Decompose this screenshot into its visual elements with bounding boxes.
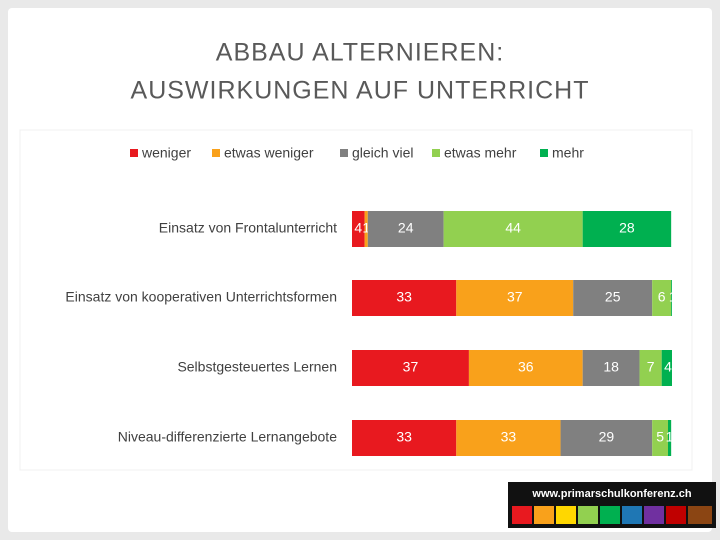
data-label: 25 — [605, 289, 621, 305]
legend-swatch — [432, 149, 440, 157]
data-label: 6 — [658, 289, 666, 305]
pencil — [644, 506, 664, 524]
category-label: Einsatz von kooperativen Unterrichtsform… — [65, 289, 337, 305]
data-label: 5 — [656, 429, 664, 445]
data-label: 18 — [603, 359, 619, 375]
data-label: 37 — [507, 289, 523, 305]
data-label: 28 — [619, 220, 635, 236]
pencil — [622, 506, 642, 524]
data-label: 1 — [362, 220, 370, 236]
title-line: AUSWIRKUNGEN AUF UNTERRICHT — [131, 77, 590, 105]
data-label: 4 — [664, 359, 672, 375]
bar-segment — [456, 420, 561, 456]
legend-label: etwas mehr — [444, 145, 517, 161]
data-label: 7 — [647, 359, 655, 375]
bar-segment — [668, 420, 672, 456]
plot: 41244428333725613736187433332951 — [352, 211, 677, 456]
bar-segment — [560, 420, 653, 456]
data-label: 29 — [599, 429, 615, 445]
bar-segment — [456, 280, 574, 316]
legend-label: weniger — [141, 145, 191, 161]
legend-label: etwas weniger — [224, 145, 314, 161]
logo-text: www.primarschulkonferenz.ch — [531, 488, 691, 500]
bar-segment — [639, 350, 662, 386]
bar-segment — [661, 350, 672, 386]
legend-swatch — [130, 149, 138, 157]
bar-segment — [443, 211, 583, 247]
data-label: 24 — [398, 220, 414, 236]
category-label: Einsatz von Frontalunterricht — [159, 220, 337, 236]
bar-segment — [582, 211, 672, 247]
data-label: 1 — [666, 429, 674, 445]
pencil — [666, 506, 686, 524]
pencil — [600, 506, 620, 524]
data-label: 33 — [501, 429, 517, 445]
bar-segment — [367, 211, 444, 247]
pencil — [578, 506, 598, 524]
legend-label: mehr — [552, 145, 584, 161]
bar-segment — [352, 280, 457, 316]
bar-segment — [582, 350, 640, 386]
data-label: 33 — [396, 289, 412, 305]
title-line: ABBAU ALTERNIEREN: — [216, 39, 504, 67]
data-label: 4 — [354, 220, 362, 236]
data-label: 37 — [403, 359, 419, 375]
bar-segment — [352, 420, 457, 456]
bar-segment — [352, 211, 365, 247]
bar-segment — [652, 420, 668, 456]
legend-label: gleich viel — [352, 145, 413, 161]
bar-segment — [352, 350, 469, 386]
bar-segment — [364, 211, 368, 247]
data-label: 33 — [396, 429, 412, 445]
legend-swatch — [212, 149, 220, 157]
bar-segment — [652, 280, 672, 316]
category-label: Niveau-differenzierte Lernangebote — [118, 429, 337, 445]
data-label: 44 — [505, 220, 521, 236]
pencil — [688, 506, 712, 524]
pencil — [556, 506, 576, 524]
bar-segment — [468, 350, 583, 386]
pencil — [534, 506, 554, 524]
category-label: Selbstgesteuertes Lernen — [177, 359, 337, 375]
bar-segment — [671, 280, 672, 316]
data-label: 1 — [669, 289, 677, 305]
logo: www.primarschulkonferenz.ch — [508, 482, 716, 528]
legend-swatch — [340, 149, 348, 157]
data-label: 36 — [518, 359, 534, 375]
bar-segment — [573, 280, 653, 316]
pencil — [512, 506, 532, 524]
legend-swatch — [540, 149, 548, 157]
